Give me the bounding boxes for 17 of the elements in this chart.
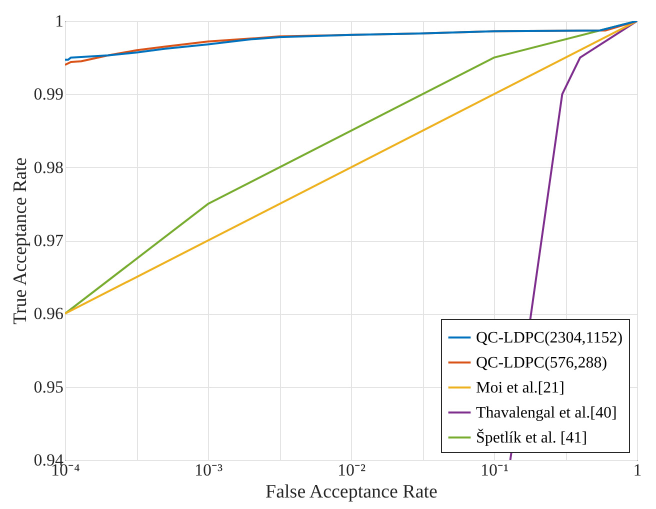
y-tick-label: 1 — [55, 12, 64, 30]
y-tick-label: 0.96 — [34, 304, 64, 324]
legend-label: Thavalengal et al.[40] — [476, 404, 617, 422]
y-tick-label: 0.99 — [34, 84, 64, 104]
x-tick-label: 10⁻¹ — [480, 460, 509, 480]
y-tick-label: 0.95 — [34, 377, 64, 396]
legend-label: Špetlík et al. [41] — [476, 428, 588, 446]
x-tick-label: 10⁻² — [337, 460, 366, 480]
x-axis-title: False Acceptance Rate — [266, 482, 438, 502]
x-tick-label: 10⁻³ — [194, 460, 223, 480]
legend-label: QC-LDPC(2304,1152) — [476, 330, 623, 346]
x-tick-label: 1 — [633, 460, 642, 480]
y-tick-label: 0.98 — [34, 158, 64, 177]
legend-label: QC-LDPC(576,288) — [476, 354, 608, 372]
y-tick-label: 0.97 — [34, 231, 64, 250]
y-axis-title: True Acceptance Rate — [10, 157, 31, 325]
legend-label: Moi et al.[21] — [476, 380, 564, 396]
